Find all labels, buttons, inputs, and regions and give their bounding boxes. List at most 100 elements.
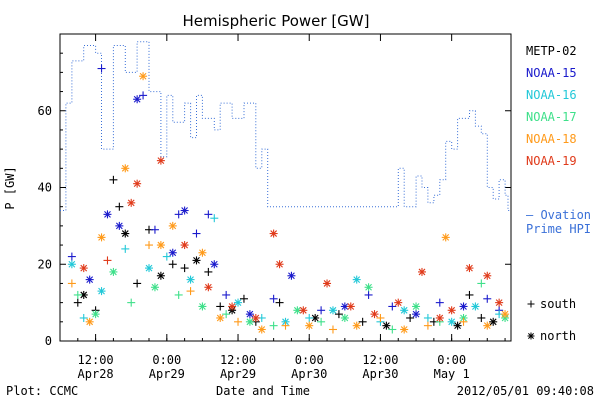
north-point-metp-02	[192, 256, 201, 265]
ovation-line-layer	[60, 41, 511, 211]
south-point-noaa-18	[281, 321, 290, 330]
north-point-noaa-18	[168, 221, 177, 230]
south-point-metp-02	[477, 313, 486, 322]
north-point-noaa-17	[150, 283, 159, 292]
x-tick-label-date: Apr30	[362, 367, 398, 381]
south-point-noaa-16	[121, 244, 130, 253]
north-point-noaa-18	[139, 72, 148, 81]
x-axis-label: Date and Time	[216, 384, 310, 398]
north-point-noaa-19	[133, 179, 142, 188]
y-tick-label: 0	[45, 334, 52, 348]
satellite-legend: METP-02 NOAA-15 NOAA-16 NOAA-17 NOAA-18 NOAA-…	[526, 44, 577, 168]
north-point-noaa-19	[323, 279, 332, 288]
north-point-noaa-15	[103, 210, 112, 219]
north-point-noaa-16	[471, 302, 480, 311]
x-axis: 12:00Apr280:00Apr2912:00Apr290:00Apr3012…	[59, 34, 506, 381]
north-point-noaa-19	[79, 264, 88, 273]
ovation-legend-line2: Prime HPI	[526, 222, 591, 236]
south-point-metp-02	[358, 317, 367, 326]
north-point-noaa-16	[186, 275, 195, 284]
north-point-noaa-19	[299, 306, 308, 315]
plot-frame	[59, 33, 512, 342]
legend-entry-noaa-15: NOAA-15	[526, 66, 577, 80]
south-point-noaa-15	[317, 306, 326, 315]
north-point-noaa-19	[204, 283, 213, 292]
north-point-noaa-17	[109, 267, 118, 276]
north-point-noaa-17	[340, 313, 349, 322]
south-point-noaa-16	[210, 214, 219, 223]
x-tick-label-time: 0:00	[295, 353, 324, 367]
north-point-noaa-19	[127, 198, 136, 207]
north-point-noaa-18	[216, 313, 225, 322]
south-point-metp-02	[133, 279, 142, 288]
marker-legend-label: north	[540, 329, 576, 343]
south-point-noaa-17	[127, 298, 136, 307]
north-point-metp-02	[453, 321, 462, 330]
south-point-noaa-15	[269, 294, 278, 303]
south-point-noaa-15	[97, 64, 106, 73]
north-point-noaa-16	[400, 306, 409, 315]
south-point-metp-02	[275, 298, 284, 307]
south-point-noaa-15	[435, 298, 444, 307]
north-point-noaa-19	[180, 241, 189, 250]
north-point-noaa-16	[145, 264, 154, 273]
x-tick-label-date: Apr29	[220, 367, 256, 381]
south-point-metp-02	[216, 302, 225, 311]
north-point-noaa-19	[435, 313, 444, 322]
north-point-noaa-15	[115, 221, 124, 230]
south-point-noaa-15	[222, 290, 231, 299]
south-point-metp-02	[239, 294, 248, 303]
north-point-noaa-19	[417, 267, 426, 276]
south-point-noaa-18	[459, 317, 468, 326]
north-point-noaa-19	[495, 298, 504, 307]
north-point-noaa-19	[447, 306, 456, 315]
south-point-noaa-16	[423, 313, 432, 322]
north-point-noaa-15	[168, 248, 177, 257]
south-point-noaa-17	[388, 325, 397, 334]
south-point-noaa-17	[477, 279, 486, 288]
north-point-noaa-19	[269, 229, 278, 238]
north-point-metp-02	[121, 229, 130, 238]
north-point-metp-02	[156, 271, 165, 280]
north-point-noaa-18	[121, 164, 130, 173]
south-point-noaa-15	[192, 229, 201, 238]
south-point-noaa-18	[234, 317, 243, 326]
north-point-noaa-18	[257, 325, 266, 334]
north-point-noaa-15	[412, 310, 421, 319]
south-point-noaa-17	[269, 321, 278, 330]
y-tick-label: 40	[38, 181, 52, 195]
south-point-noaa-18	[67, 279, 76, 288]
south-point-metp-02	[168, 260, 177, 269]
south-point-noaa-15	[174, 210, 183, 219]
north-point-noaa-19	[483, 271, 492, 280]
north-point-noaa-17	[364, 283, 373, 292]
south-point-noaa-17	[222, 310, 231, 319]
north-point-noaa-18	[97, 233, 106, 242]
legend-entry-metp-02: METP-02	[526, 44, 577, 58]
marker-legend-north: north	[527, 329, 576, 343]
north-point-noaa-19	[346, 302, 355, 311]
north-point-noaa-19	[370, 310, 379, 319]
north-point-noaa-16	[447, 317, 456, 326]
ovation-prime-hpi-line	[60, 41, 511, 211]
x-tick-label-time: 0:00	[437, 353, 466, 367]
data-points-layer	[67, 64, 510, 334]
south-point-noaa-17	[73, 290, 82, 299]
south-point-noaa-16	[305, 313, 314, 322]
south-point-noaa-15	[150, 225, 159, 234]
ovation-legend-line1: – Ovation	[526, 208, 591, 222]
north-point-noaa-15	[133, 95, 142, 104]
north-point-noaa-15	[340, 302, 349, 311]
north-point-noaa-18	[483, 321, 492, 330]
north-point-noaa-17	[91, 310, 100, 319]
north-point-noaa-19	[251, 313, 260, 322]
north-point-noaa-18	[400, 325, 409, 334]
north-point-noaa-17	[245, 317, 254, 326]
footer-plot-credit: Plot: CCMC	[6, 384, 78, 398]
north-point-noaa-16	[328, 306, 337, 315]
marker-legend-label: south	[540, 297, 576, 311]
north-point-noaa-17	[198, 302, 207, 311]
south-point-noaa-18	[376, 313, 385, 322]
south-point-noaa-15	[364, 290, 373, 299]
south-point-metp-02	[406, 313, 415, 322]
